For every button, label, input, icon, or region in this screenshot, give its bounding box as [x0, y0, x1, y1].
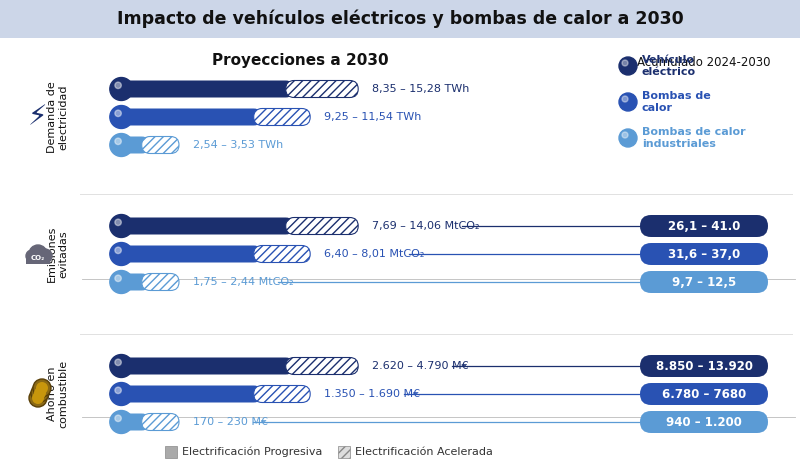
Circle shape: [622, 132, 628, 138]
Circle shape: [115, 275, 122, 282]
FancyBboxPatch shape: [142, 137, 179, 154]
FancyBboxPatch shape: [115, 413, 150, 430]
Text: 26,1 – 41.0: 26,1 – 41.0: [668, 219, 740, 233]
Text: Vehículo
eléctrico: Vehículo eléctrico: [642, 55, 696, 77]
Circle shape: [115, 138, 122, 145]
Circle shape: [29, 245, 47, 263]
Circle shape: [29, 389, 47, 407]
Circle shape: [36, 382, 48, 394]
Text: 2,54 – 3,53 TWh: 2,54 – 3,53 TWh: [193, 140, 283, 150]
Text: 9,25 – 11,54 TWh: 9,25 – 11,54 TWh: [324, 112, 422, 122]
Text: Bombas de calor
industriales: Bombas de calor industriales: [642, 127, 746, 149]
FancyBboxPatch shape: [640, 243, 768, 265]
FancyBboxPatch shape: [640, 271, 768, 293]
Text: 31,6 – 37,0: 31,6 – 37,0: [668, 247, 740, 261]
FancyBboxPatch shape: [142, 273, 179, 291]
Text: 2.620 – 4.790 M€: 2.620 – 4.790 M€: [372, 361, 469, 371]
FancyBboxPatch shape: [115, 218, 294, 235]
FancyBboxPatch shape: [115, 385, 262, 402]
Circle shape: [110, 243, 133, 265]
Text: 1,75 – 2,44 MtCO₂: 1,75 – 2,44 MtCO₂: [193, 277, 294, 287]
Text: 9,7 – 12,5: 9,7 – 12,5: [672, 275, 736, 289]
Circle shape: [110, 410, 133, 434]
Circle shape: [115, 387, 122, 393]
Text: 1.350 – 1.690 M€: 1.350 – 1.690 M€: [324, 389, 420, 399]
Text: ⚡: ⚡: [27, 103, 46, 131]
FancyBboxPatch shape: [640, 355, 768, 377]
Circle shape: [110, 271, 133, 293]
Circle shape: [31, 384, 49, 402]
FancyBboxPatch shape: [640, 215, 768, 237]
Text: 170 – 230 M€: 170 – 230 M€: [193, 417, 268, 427]
Text: 7,69 – 14,06 MtCO₂: 7,69 – 14,06 MtCO₂: [372, 221, 480, 231]
Circle shape: [622, 60, 628, 66]
FancyBboxPatch shape: [142, 413, 179, 430]
FancyBboxPatch shape: [286, 357, 358, 374]
Circle shape: [619, 129, 637, 147]
Circle shape: [115, 110, 122, 117]
Circle shape: [110, 383, 133, 405]
Circle shape: [33, 379, 51, 397]
Text: CO₂: CO₂: [31, 255, 45, 261]
Circle shape: [110, 215, 133, 237]
Bar: [26, 256, 50, 264]
Bar: [0, 0, 800, 38]
FancyBboxPatch shape: [115, 357, 294, 374]
Circle shape: [110, 355, 133, 377]
Text: Electrificación Progresiva: Electrificación Progresiva: [182, 447, 322, 457]
Circle shape: [619, 57, 637, 75]
Bar: [338, 446, 350, 458]
Circle shape: [38, 249, 52, 263]
FancyBboxPatch shape: [640, 383, 768, 405]
FancyBboxPatch shape: [286, 81, 358, 98]
Circle shape: [110, 106, 133, 128]
Text: 6.780 – 7680: 6.780 – 7680: [662, 388, 746, 401]
FancyBboxPatch shape: [286, 218, 358, 235]
Circle shape: [110, 78, 133, 100]
Circle shape: [115, 359, 122, 365]
Text: 8.850 – 13.920: 8.850 – 13.920: [655, 359, 753, 373]
Circle shape: [115, 247, 122, 254]
Text: 940 – 1.200: 940 – 1.200: [666, 416, 742, 428]
FancyBboxPatch shape: [115, 109, 262, 126]
FancyBboxPatch shape: [254, 385, 310, 402]
FancyBboxPatch shape: [115, 246, 262, 263]
FancyBboxPatch shape: [254, 246, 310, 263]
FancyBboxPatch shape: [640, 411, 768, 433]
Text: 6,40 – 8,01 MtCO₂: 6,40 – 8,01 MtCO₂: [324, 249, 425, 259]
Text: Proyecciones a 2030: Proyecciones a 2030: [212, 53, 388, 67]
Text: Electrificación Acelerada: Electrificación Acelerada: [355, 447, 493, 457]
Circle shape: [115, 219, 122, 226]
FancyBboxPatch shape: [115, 81, 294, 98]
Circle shape: [115, 415, 122, 421]
Circle shape: [115, 82, 122, 89]
Circle shape: [622, 96, 628, 102]
Text: Bombas de
calor: Bombas de calor: [642, 91, 710, 113]
Text: Acumulado 2024-2030: Acumulado 2024-2030: [638, 55, 770, 69]
Text: Impacto de vehículos eléctricos y bombas de calor a 2030: Impacto de vehículos eléctricos y bombas…: [117, 10, 683, 28]
Bar: [165, 446, 177, 458]
FancyBboxPatch shape: [254, 109, 310, 126]
Circle shape: [619, 93, 637, 111]
Text: 8,35 – 15,28 TWh: 8,35 – 15,28 TWh: [372, 84, 470, 94]
Circle shape: [26, 250, 38, 262]
Circle shape: [34, 387, 46, 399]
Text: Demanda de
electricidad: Demanda de electricidad: [47, 81, 69, 153]
FancyBboxPatch shape: [115, 273, 150, 291]
Circle shape: [32, 392, 44, 404]
FancyBboxPatch shape: [115, 137, 150, 154]
Circle shape: [110, 134, 133, 156]
Text: Emisiones
evitadas: Emisiones evitadas: [47, 226, 69, 282]
Text: Ahorro en
combustible: Ahorro en combustible: [47, 360, 69, 428]
